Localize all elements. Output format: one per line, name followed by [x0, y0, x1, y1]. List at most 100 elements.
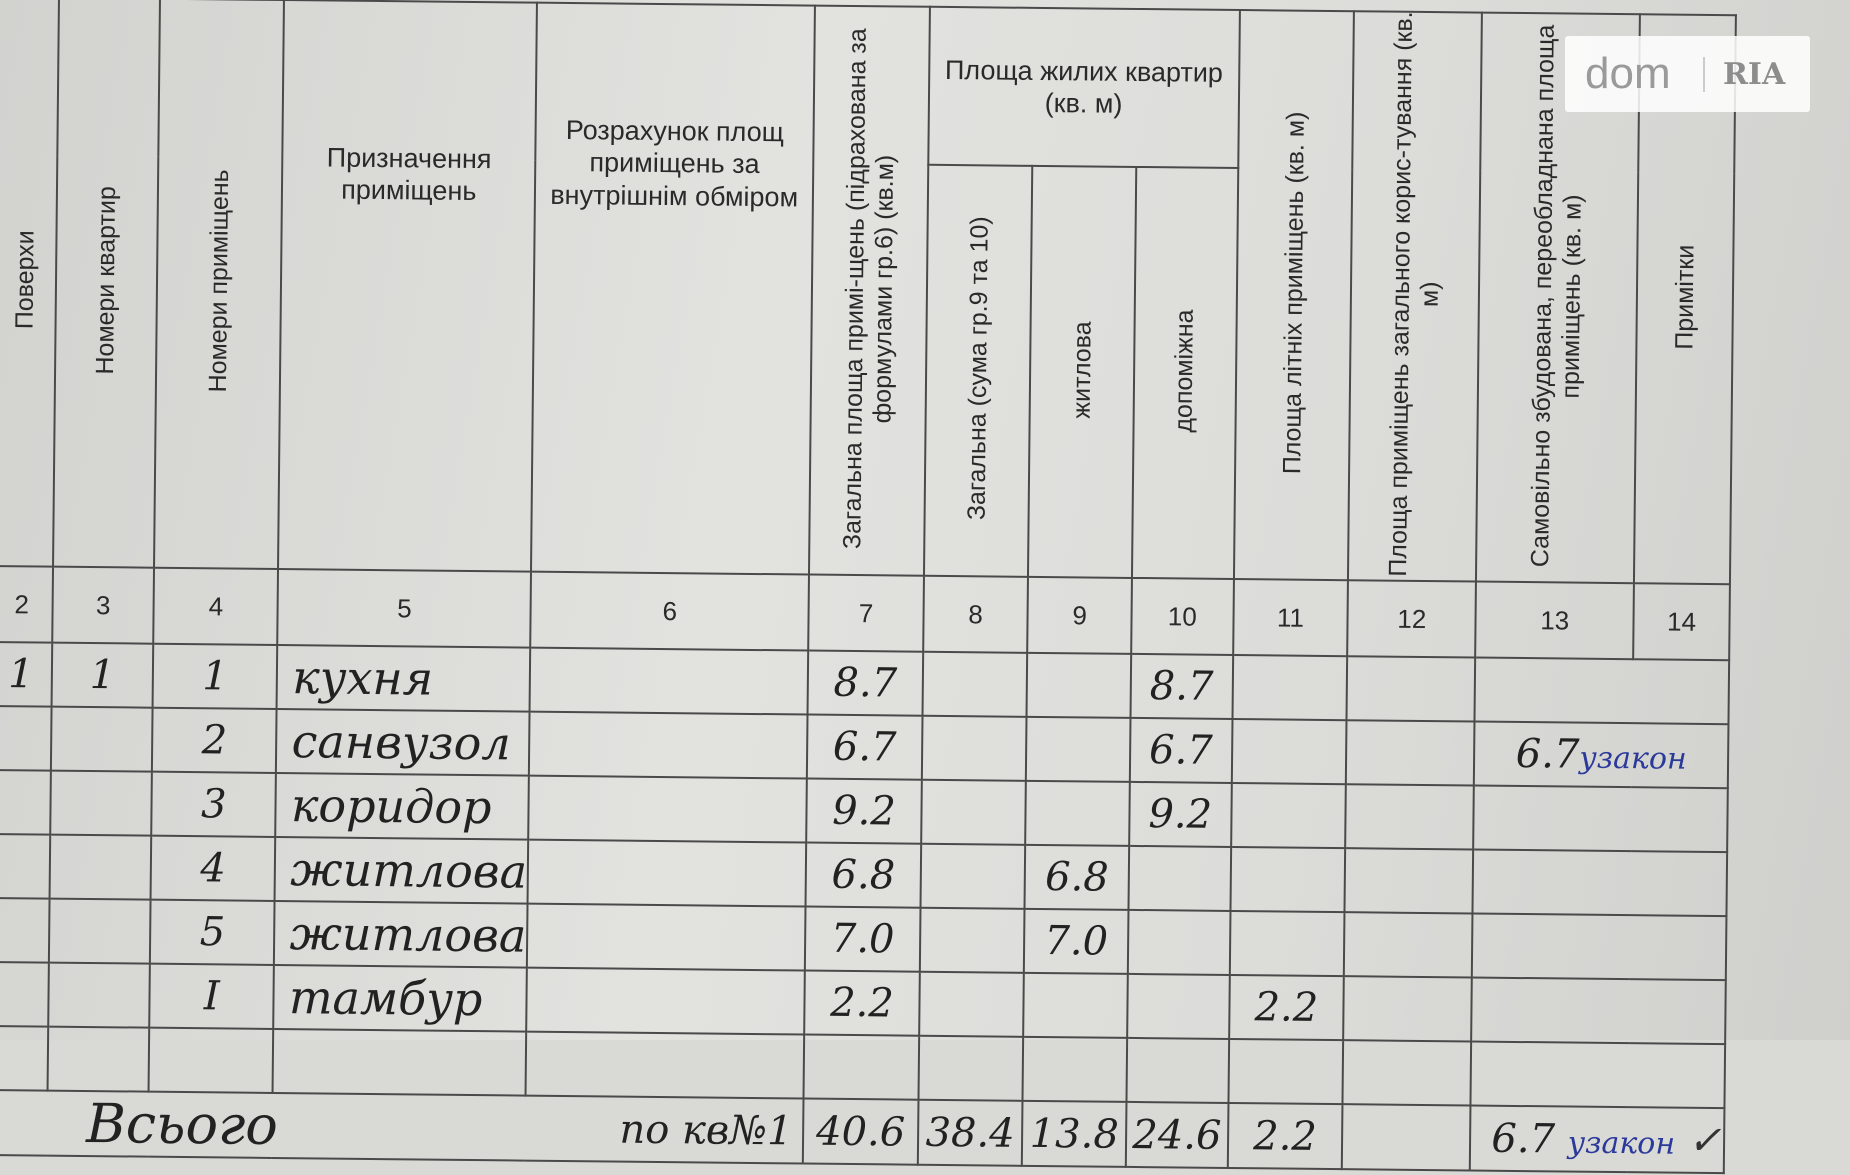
- cell-summer: 2.2: [1228, 974, 1345, 1041]
- cell-total: 9.2: [806, 778, 922, 844]
- cell-value: 7.0: [830, 915, 895, 963]
- cell-value: тамбур: [288, 970, 483, 1027]
- totals-living: 13.8: [1022, 1100, 1127, 1167]
- cell-empty: [527, 903, 806, 971]
- cell-apt: [51, 706, 153, 772]
- col-num: 12: [1347, 580, 1477, 658]
- cell-room: [148, 1027, 274, 1093]
- cell-living: [1022, 1036, 1128, 1102]
- cell-value: 1: [89, 652, 116, 699]
- cell-value: 9.2: [1148, 791, 1213, 838]
- cell-purpose: санвузол: [276, 708, 530, 776]
- cell-apt: [48, 962, 150, 1028]
- cell-total: 6.7: [807, 714, 923, 780]
- cell-value: 7.0: [1044, 918, 1109, 965]
- col-num: 10: [1131, 577, 1234, 655]
- col-num: 13: [1475, 581, 1635, 660]
- col-num: 3: [52, 566, 155, 644]
- totals-label: Всього: [85, 1092, 279, 1158]
- cell-living_total: [918, 1035, 1024, 1101]
- cell-unauth: [1474, 657, 1730, 725]
- watermark-logo-ria: RIA: [1703, 56, 1785, 92]
- cell-unauth: [1470, 1041, 1726, 1109]
- cell-summer: [1232, 654, 1348, 721]
- cell-apt: [48, 898, 151, 964]
- cell-value: І: [203, 973, 220, 1020]
- cell-value: 6.8: [831, 851, 896, 899]
- cell-total: 7.0: [805, 906, 921, 972]
- cell-total: 6.8: [805, 842, 921, 908]
- col-num: 4: [153, 567, 279, 645]
- cell-floor: [0, 961, 49, 1027]
- cell-empty: [528, 775, 808, 843]
- cell-common: [1344, 848, 1474, 914]
- totals-unauthorized: 6.7: [1491, 1115, 1556, 1162]
- totals-aux: 24.6: [1125, 1101, 1229, 1168]
- cell-total: 8.7: [807, 650, 923, 716]
- header-common: Площа приміщень загального корис-тування…: [1383, 10, 1444, 577]
- col-num: 11: [1232, 578, 1349, 657]
- totals-unauthorized-note: узакон: [1567, 1125, 1676, 1162]
- cell-room: 5: [149, 899, 275, 965]
- cell-living_total: [918, 971, 1025, 1037]
- header-aux: допоміжна: [1169, 309, 1200, 433]
- domria-watermark: dom RIA: [1565, 36, 1810, 112]
- cell-floor: [0, 1025, 49, 1091]
- totals-living-total: 38.4: [917, 1099, 1023, 1166]
- col-num: 8: [922, 575, 1029, 653]
- cell-common: [1342, 1040, 1472, 1106]
- cell-common: [1345, 784, 1475, 850]
- cell-value: 2.2: [1254, 984, 1319, 1031]
- cell-empty: [529, 647, 809, 715]
- header-living-group: Площа жилих квартир (кв. м): [944, 54, 1224, 120]
- cell-value: 6.7: [1515, 730, 1580, 778]
- cell-value: 1: [7, 651, 34, 698]
- cell-note: узакон: [1579, 740, 1687, 777]
- cell-apt: [50, 770, 152, 836]
- cell-common: [1346, 656, 1476, 722]
- cell-aux: 9.2: [1129, 781, 1232, 847]
- cell-total: 2.2: [804, 970, 920, 1036]
- cell-aux: [1128, 845, 1231, 911]
- cell-room: І: [149, 963, 275, 1029]
- cell-apt: 1: [51, 642, 154, 708]
- col-num: 5: [277, 568, 532, 648]
- cell-unauth: [1472, 913, 1727, 981]
- cell-value: 9.2: [831, 787, 897, 835]
- cell-empty: [529, 711, 808, 779]
- cell-common: [1343, 976, 1473, 1042]
- header-summer: Площа літніх приміщень (кв. м): [1277, 111, 1310, 475]
- document-photo: [0, 0, 1850, 1040]
- cell-value: коридор: [290, 778, 492, 835]
- cell-floor: [0, 833, 51, 899]
- cell-living_total: [922, 651, 1028, 717]
- header-purpose: Призначення приміщень: [326, 142, 492, 207]
- cell-value: 6.7: [1148, 727, 1214, 774]
- cell-value: 4: [200, 845, 227, 892]
- col-num: 6: [530, 571, 810, 651]
- cell-living_total: [920, 779, 1027, 845]
- cell-unauth: [1473, 785, 1728, 853]
- cell-aux: 6.7: [1129, 717, 1233, 783]
- cell-room: 2: [151, 707, 278, 773]
- cell-room: 4: [150, 835, 276, 901]
- cell-purpose: житлова: [274, 900, 528, 968]
- cell-value: кухня: [292, 650, 434, 706]
- cell-empty: [526, 967, 806, 1035]
- col-num: 14: [1633, 583, 1730, 661]
- cell-value: 8.7: [1149, 663, 1214, 710]
- header-floors: Поверхи: [10, 229, 40, 329]
- cell-room: 1: [152, 643, 278, 709]
- cell-value: 2.2: [829, 979, 895, 1027]
- cell-common: [1344, 912, 1473, 978]
- cell-living_total: [919, 907, 1025, 973]
- check-mark: ✓: [1687, 1117, 1722, 1164]
- cell-living_total: [920, 843, 1026, 909]
- cell-living: [1023, 972, 1128, 1038]
- cell-apt: [47, 1026, 150, 1092]
- cell-floor: [0, 897, 50, 963]
- cell-value: 6.8: [1044, 854, 1110, 901]
- header-living: житлова: [1067, 320, 1097, 419]
- cell-total: [803, 1034, 919, 1100]
